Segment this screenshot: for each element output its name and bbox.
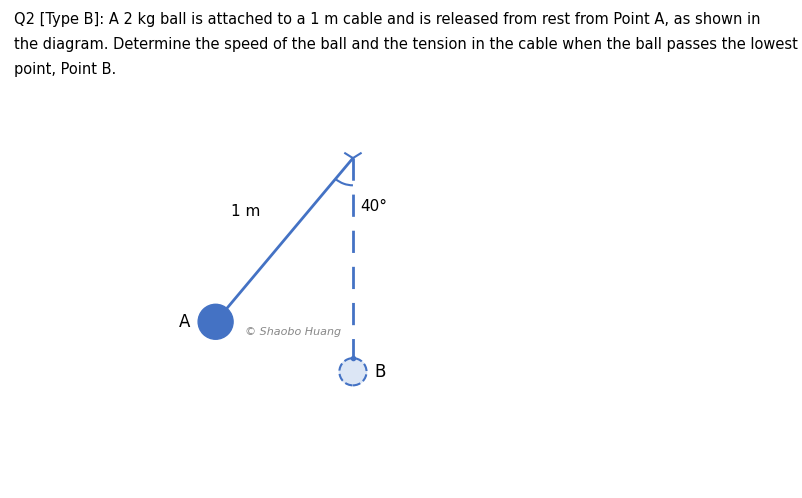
Text: 40°: 40° bbox=[360, 199, 387, 214]
Text: Q2 [Type B]: A 2 kg ball is attached to a 1 m cable and is released from rest fr: Q2 [Type B]: A 2 kg ball is attached to … bbox=[14, 12, 760, 27]
Text: B: B bbox=[374, 363, 385, 381]
Text: the diagram. Determine the speed of the ball and the tension in the cable when t: the diagram. Determine the speed of the … bbox=[14, 37, 797, 52]
Text: point, Point B.: point, Point B. bbox=[14, 62, 116, 77]
Text: 1 m: 1 m bbox=[231, 205, 261, 220]
Text: © Shaobo Huang: © Shaobo Huang bbox=[245, 327, 341, 337]
Text: A: A bbox=[179, 313, 190, 331]
Circle shape bbox=[198, 304, 233, 339]
Circle shape bbox=[339, 358, 366, 385]
